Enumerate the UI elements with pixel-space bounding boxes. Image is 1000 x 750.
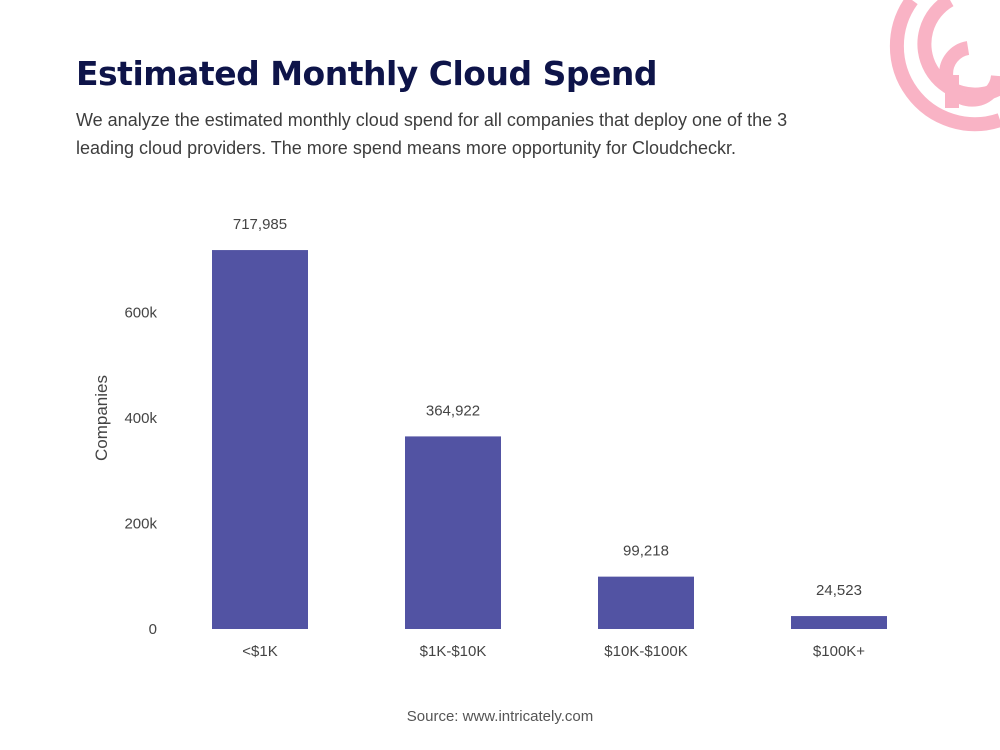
x-axis-ticks: <$1K $1K-$10K $10K-$100K $100K+ xyxy=(242,643,865,660)
data-label: 717,985 xyxy=(233,216,287,233)
data-labels: 717,985 364,922 99,218 24,523 xyxy=(233,216,862,599)
bar xyxy=(598,576,694,629)
y-tick-label: 600k xyxy=(124,304,157,321)
page-title: Estimated Monthly Cloud Spend xyxy=(76,54,657,93)
bar xyxy=(791,616,887,629)
y-tick-label: 200k xyxy=(124,515,157,532)
y-tick-label: 0 xyxy=(149,621,157,638)
bar xyxy=(405,436,501,629)
bar-series xyxy=(212,250,887,629)
x-tick-label: $10K-$100K xyxy=(604,643,687,660)
data-label: 24,523 xyxy=(816,582,862,599)
intricately-logo-icon xyxy=(889,0,1000,132)
source-note: Source: www.intricately.com xyxy=(406,708,594,725)
x-tick-label: $1K-$10K xyxy=(420,643,487,660)
page-subtitle: We analyze the estimated monthly cloud s… xyxy=(76,110,788,158)
y-tick-label: 400k xyxy=(124,410,157,427)
y-axis-label: Companies xyxy=(92,375,111,461)
bar xyxy=(212,250,308,629)
data-label: 99,218 xyxy=(623,543,669,560)
y-axis-ticks: 0 200k 400k 600k xyxy=(124,304,157,638)
bar-chart: Companies 0 200k 400k 600k 717,985 364,922 99… xyxy=(92,216,887,660)
x-tick-label: <$1K xyxy=(242,643,277,660)
data-label: 364,922 xyxy=(426,402,480,419)
x-tick-label: $100K+ xyxy=(813,643,865,660)
